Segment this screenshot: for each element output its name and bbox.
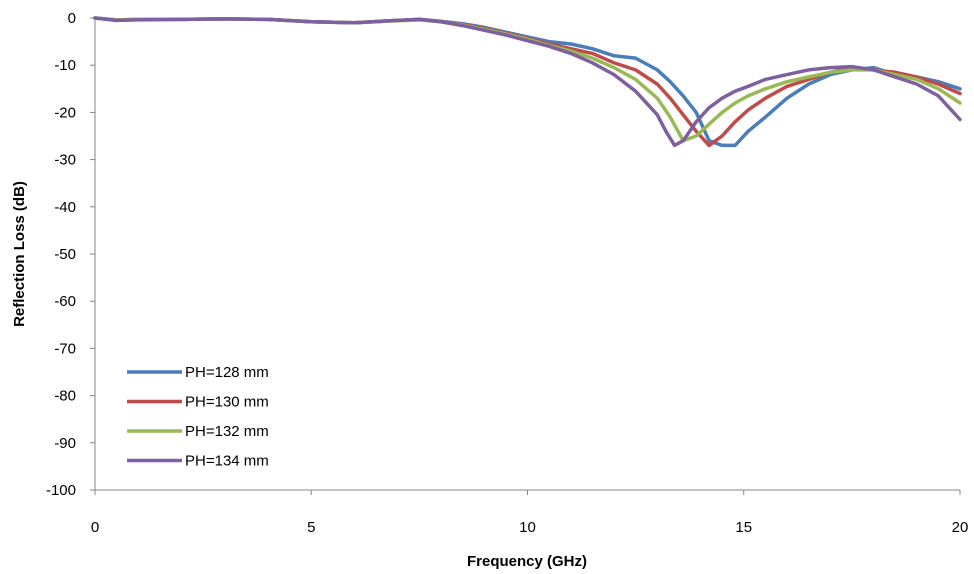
y-tick-label: -70	[54, 340, 76, 357]
series-line-2	[93, 16, 962, 148]
legend-label: PH=132 mm	[185, 423, 269, 440]
y-tick-labels: 0 -10 -20 -30 -40 -50 -60 -70 -80 -90 -100	[46, 10, 95, 499]
x-tick-label: 15	[735, 519, 752, 536]
legend-label: PH=130 mm	[185, 394, 269, 411]
y-tick-label: -60	[54, 293, 76, 310]
series-line-4	[93, 16, 962, 148]
x-axis-title: Frequency (GHz)	[467, 553, 587, 570]
x-tick-label: 5	[307, 519, 315, 536]
y-tick-label: -30	[54, 152, 76, 169]
x-tick-label: 20	[952, 519, 969, 536]
y-tick-label: -50	[54, 246, 76, 263]
y-tick-label: -90	[54, 435, 76, 452]
y-tick-label: -100	[46, 482, 76, 499]
legend: PH=128 mm PH=130 mm PH=132 mm PH=134 mm	[127, 364, 269, 470]
y-tick-label: -10	[54, 57, 76, 74]
legend-label: PH=134 mm	[185, 453, 269, 470]
y-tick-label: -40	[54, 199, 76, 216]
y-tick-label: -80	[54, 388, 76, 405]
legend-label: PH=128 mm	[185, 364, 269, 381]
x-tick-label: 10	[519, 519, 536, 536]
series-lines	[93, 16, 962, 148]
y-tick-label: 0	[68, 10, 76, 27]
y-tick-label: -20	[54, 104, 76, 121]
x-tick-label: 0	[91, 519, 99, 536]
x-tick-labels: 0 5 10 15 20	[91, 490, 969, 536]
y-axis-title: Reflection Loss (dB)	[11, 181, 28, 327]
